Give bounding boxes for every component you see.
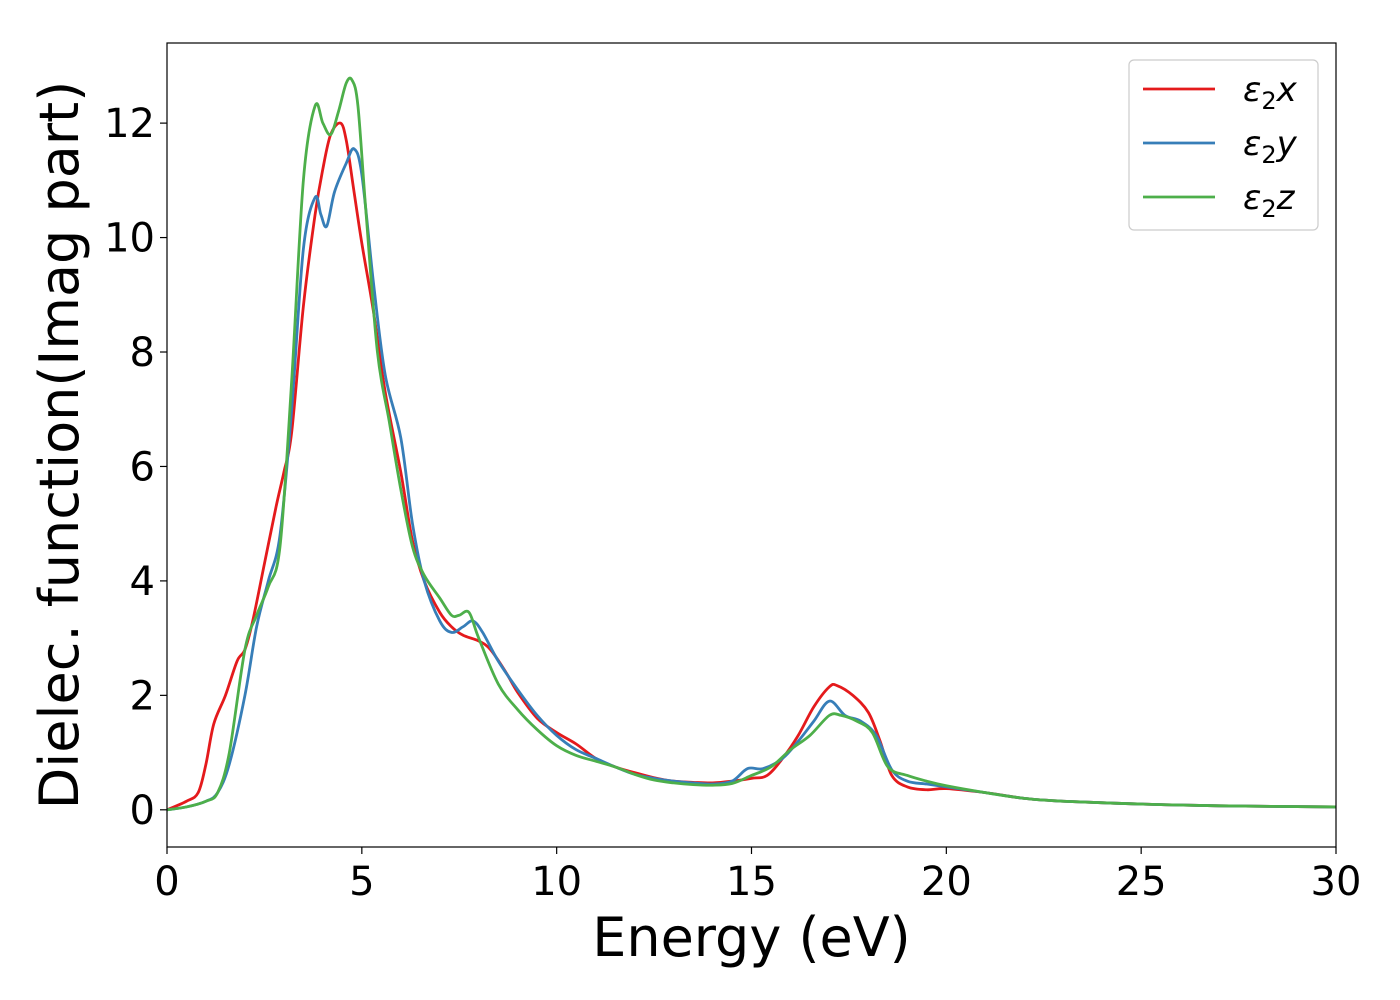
series-layer [167, 76, 1336, 812]
y-tick-label: 12 [104, 101, 155, 147]
x-axis-ticks: 0 5 10 15 20 25 30 [154, 847, 1361, 905]
x-tick-label: 15 [726, 859, 777, 905]
x-tick-label: 20 [921, 859, 972, 905]
legend-label-z: ε2z [1243, 178, 1296, 223]
y-tick-label: 8 [130, 330, 155, 376]
legend-box [1128, 59, 1319, 231]
series-line-y [167, 147, 1336, 812]
y-tick-label: 2 [130, 673, 155, 719]
x-axis-title: Energy (eV) [592, 906, 911, 969]
legend-label-x: ε2x [1243, 70, 1298, 115]
x-tick-label: 25 [1116, 859, 1167, 905]
x-tick-label: 30 [1311, 859, 1362, 905]
y-tick-label: 6 [130, 444, 155, 490]
legend-label-y: ε2y [1243, 124, 1298, 169]
y-tick-label: 0 [130, 788, 155, 834]
x-tick-label: 10 [531, 859, 582, 905]
legend: ε2x ε2y ε2z [1128, 59, 1319, 231]
y-axis-ticks: 0 2 4 6 8 10 12 [104, 101, 167, 834]
series-line-z [167, 76, 1336, 812]
y-axis-title: Dielec. function(Imag part) [28, 81, 91, 810]
x-tick-label: 0 [154, 859, 179, 905]
y-tick-label: 10 [104, 216, 155, 262]
x-tick-label: 5 [349, 859, 374, 905]
y-tick-label: 4 [130, 559, 155, 605]
